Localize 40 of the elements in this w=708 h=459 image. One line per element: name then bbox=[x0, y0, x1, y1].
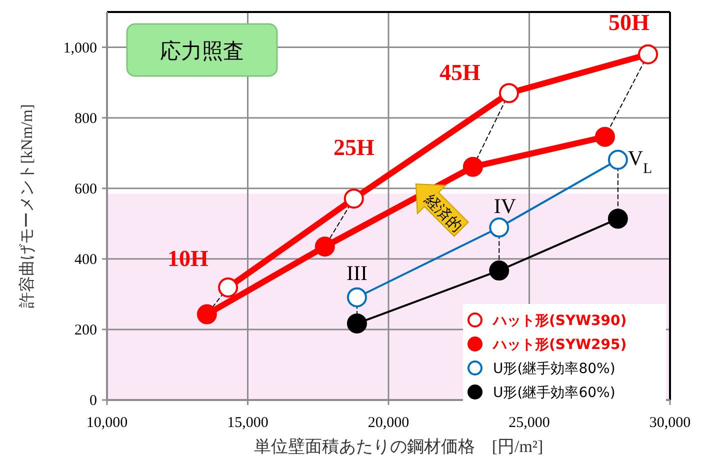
y-tick-label: 400 bbox=[74, 252, 97, 268]
annotation: 25H bbox=[334, 135, 375, 160]
y-tick-label: 0 bbox=[90, 393, 97, 409]
x-tick-label: 10,000 bbox=[86, 415, 128, 431]
point bbox=[344, 188, 364, 209]
x-tick-label: 30,000 bbox=[649, 415, 691, 431]
x-tick-label: 15,000 bbox=[227, 415, 268, 431]
picture-arrow: 経済的 bbox=[415, 183, 469, 237]
legend-label: U形(継手効率60%) bbox=[493, 385, 616, 401]
annotation: III bbox=[346, 261, 368, 285]
legend-label: ハット形(SYW295) bbox=[492, 337, 627, 353]
point bbox=[489, 260, 510, 281]
legend-label: ハット形(SYW390) bbox=[492, 313, 627, 329]
point bbox=[196, 304, 217, 324]
point bbox=[218, 277, 238, 298]
point bbox=[498, 83, 519, 104]
y-tick-label: 200 bbox=[74, 322, 97, 338]
annotation: 50H bbox=[608, 10, 650, 35]
annotation: 応力照査 bbox=[160, 39, 244, 63]
point bbox=[594, 126, 615, 147]
point bbox=[346, 287, 367, 308]
point bbox=[346, 313, 367, 334]
y-axis-title: 許容曲げモーメント[kNm/m] bbox=[18, 104, 36, 308]
y-tick-label: 600 bbox=[74, 181, 97, 198]
annotation: IV bbox=[494, 194, 516, 218]
x-tick-label: 25,000 bbox=[508, 415, 550, 431]
y-tick-label: 1,000 bbox=[63, 40, 97, 56]
x-tick-label: 20,000 bbox=[368, 415, 410, 431]
x-axis-title: 単位壁面積あたりの鋼材価格 [円/m²] bbox=[254, 437, 544, 456]
annotation: 45H bbox=[440, 60, 481, 85]
point bbox=[489, 218, 510, 238]
y-tick-label: 800 bbox=[74, 110, 97, 127]
point bbox=[638, 44, 658, 64]
annotation: 経済的 bbox=[420, 190, 466, 236]
annotation: V$_{L}$ bbox=[628, 146, 652, 177]
annotation: 10H bbox=[168, 246, 209, 271]
point bbox=[608, 208, 628, 229]
point bbox=[462, 156, 483, 177]
point bbox=[314, 236, 335, 257]
legend-label: U形(継手効率80%) bbox=[493, 361, 616, 377]
